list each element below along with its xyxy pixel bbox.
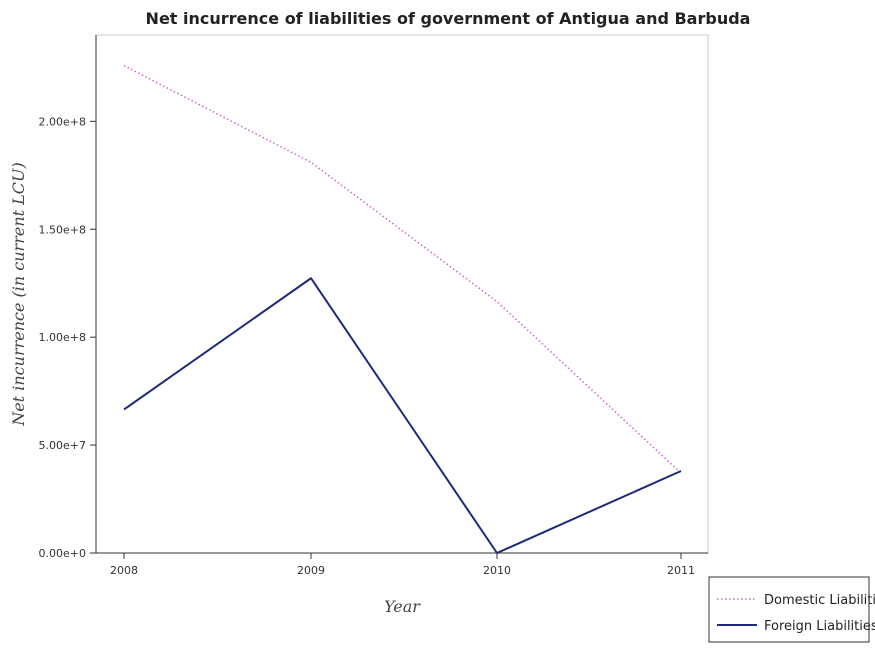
legend-box xyxy=(708,576,870,643)
legend-label-domestic: Domestic Liabilities xyxy=(764,593,875,608)
x-tick-label: 2011 xyxy=(667,564,695,577)
y-tick-label: 1.50e+8 xyxy=(39,223,86,236)
series-line-domestic-liabilities xyxy=(123,64,682,474)
series-line-foreign-liabilities xyxy=(123,277,682,554)
series-layer xyxy=(123,64,682,554)
y-axis-label: Net incurrence (in current LCU) xyxy=(9,162,28,426)
y-tick-label: 2.00e+8 xyxy=(39,115,86,128)
y-ticks: 0.00e+0 5.00e+7 1.00e+8 1.50e+8 2.00e+8 xyxy=(39,115,96,560)
chart-title: Net incurrence of liabilities of governm… xyxy=(146,9,751,28)
y-tick-label: 5.00e+7 xyxy=(39,439,86,452)
x-tick-label: 2010 xyxy=(483,564,511,577)
plot-area xyxy=(95,34,709,554)
x-tick-label: 2009 xyxy=(297,564,325,577)
y-tick-label: 0.00e+0 xyxy=(39,547,86,560)
x-tick-label: 2008 xyxy=(110,564,138,577)
x-axis-label: Year xyxy=(384,597,421,616)
legend-label-foreign: Foreign Liabilities xyxy=(764,619,875,634)
x-ticks: 2008 2009 2010 2011 xyxy=(110,553,695,577)
y-tick-label: 1.00e+8 xyxy=(39,331,86,344)
legend: Domestic Liabilities Foreign Liabilities xyxy=(708,576,875,643)
